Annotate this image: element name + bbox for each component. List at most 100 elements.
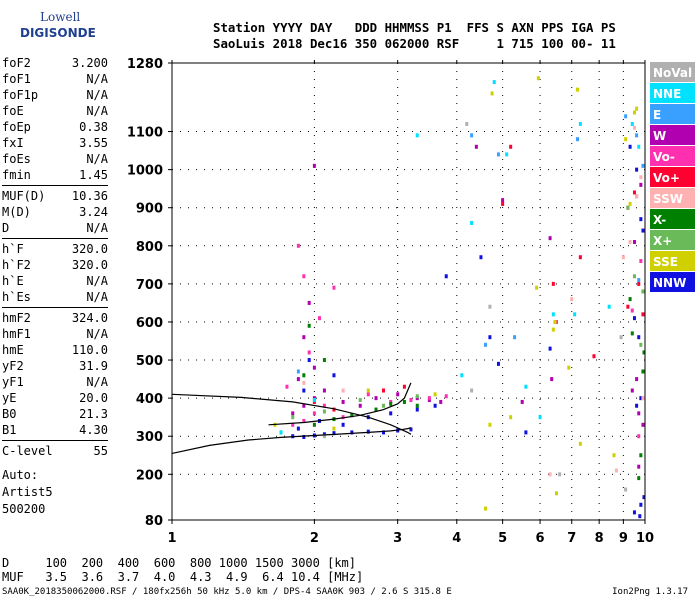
trace-curve-o-trace-upper	[268, 382, 412, 426]
data-point-noval	[465, 121, 469, 126]
curve-layer	[171, 382, 412, 454]
param-label: h`F	[2, 242, 24, 256]
param-value: N/A	[86, 375, 108, 389]
data-point-nne	[492, 80, 496, 85]
param-value: 31.9	[79, 359, 108, 373]
data-point-nne	[538, 415, 542, 420]
param-value: N/A	[86, 88, 108, 102]
legend-label: NoVal	[653, 66, 692, 80]
data-point-w	[291, 411, 295, 416]
data-point-nne	[279, 430, 283, 435]
data-point-sse	[433, 392, 437, 397]
param-value: 55	[93, 444, 108, 458]
param-row: h`F 320.0	[2, 241, 108, 257]
data-point-nnw	[639, 217, 643, 222]
data-point-ssw	[302, 380, 306, 385]
plot-frame	[171, 62, 646, 521]
param-row: C-level 55	[2, 443, 108, 459]
logo-line2: DIGISONDE	[20, 26, 96, 40]
data-point-w	[296, 377, 300, 382]
data-point-e	[470, 133, 474, 138]
data-point-vo-	[312, 411, 316, 416]
data-point-vo-	[332, 407, 336, 412]
data-point-w	[439, 399, 443, 404]
data-point-nnw	[409, 427, 413, 432]
data-point-x-	[312, 422, 316, 427]
data-point-x-	[641, 289, 645, 294]
trace-curve-virtual-height-trace	[171, 427, 412, 454]
y-tick-label: 800	[136, 240, 163, 255]
data-point-noval	[619, 335, 623, 340]
param-separator	[2, 238, 108, 239]
data-point-x-	[302, 373, 306, 378]
data-point-sse	[628, 201, 632, 206]
y-tick-label: 500	[136, 354, 163, 369]
data-point-e	[296, 369, 300, 374]
param-row: h`F2 320.0	[2, 257, 108, 273]
data-point-sse	[612, 453, 616, 458]
data-point-w	[307, 300, 311, 305]
data-point-nne	[578, 121, 582, 126]
x-tick-label: 4	[452, 531, 461, 546]
data-point-vo-	[409, 398, 413, 403]
data-point-ssw	[621, 255, 625, 260]
legend-swatch-sse	[650, 251, 695, 271]
axis-layer: 1 2 3 4 5 6 7 8 9 10 1280 1100 1000 900 800 700 600 500 40…	[127, 57, 654, 546]
data-point-vo-	[444, 394, 448, 399]
param-label: hmF2	[2, 311, 31, 325]
legend-swatch-nne	[650, 83, 695, 103]
legend-swatch-w	[650, 125, 695, 145]
data-point-nnw	[415, 407, 419, 412]
data-point-w	[637, 411, 641, 416]
data-point-sse	[332, 426, 336, 431]
digisonde-logo: Lowell DIGISONDE	[8, 6, 96, 46]
legend-swatch-e	[650, 104, 695, 124]
data-point-vo-	[296, 243, 300, 248]
x-tick-label: 8	[595, 531, 604, 546]
legend-label: Vo+	[653, 171, 680, 185]
data-point-vo-	[641, 312, 645, 317]
data-point-vo-	[551, 281, 555, 286]
param-label: MUF(D)	[2, 189, 46, 203]
param-row: h`Es N/A	[2, 289, 108, 305]
param-value: 1.45	[79, 168, 108, 182]
data-point-nnw	[382, 430, 386, 435]
data-point-sse	[551, 327, 555, 332]
legend-label: X-	[653, 213, 666, 227]
data-point-w	[396, 392, 400, 397]
data-point-nne	[573, 312, 577, 317]
data-point-x-	[642, 350, 646, 355]
legend-swatch-vo-	[650, 167, 695, 187]
x-tick-label: 5	[498, 531, 507, 546]
data-point-vo-	[637, 434, 641, 439]
data-point-vo-	[402, 384, 406, 389]
param-label: foEs	[2, 152, 31, 166]
data-point-vo-	[427, 396, 431, 401]
data-point-vo-	[509, 144, 513, 149]
param-row: foF1 N/A	[2, 71, 108, 87]
param-label: fxI	[2, 136, 24, 150]
data-point-vo-	[578, 255, 582, 260]
data-point-nnw	[635, 167, 639, 172]
param-value: N/A	[86, 290, 108, 304]
param-label: foF1	[2, 72, 31, 86]
auto-version: 500200	[2, 502, 46, 516]
data-point-vo-	[637, 281, 641, 286]
data-point-nnw	[433, 403, 437, 408]
data-point-x-	[626, 205, 630, 210]
x-tick-label: 6	[536, 531, 545, 546]
y-tick-label: 700	[136, 278, 163, 293]
data-point-sse	[509, 415, 513, 420]
data-point-x-	[322, 409, 326, 414]
x-tick-label: 10	[636, 531, 654, 546]
y-tick-label: 80	[145, 514, 163, 529]
data-point-e	[513, 335, 517, 340]
data-point-ssw	[641, 396, 645, 401]
legend-swatch-x-	[650, 209, 695, 229]
data-point-nne	[607, 304, 611, 309]
legend-label: W	[653, 129, 666, 143]
param-label: hmF1	[2, 327, 31, 341]
legend-swatch-x-	[650, 230, 695, 250]
data-point-e	[635, 133, 639, 138]
data-point-nnw	[341, 422, 345, 427]
